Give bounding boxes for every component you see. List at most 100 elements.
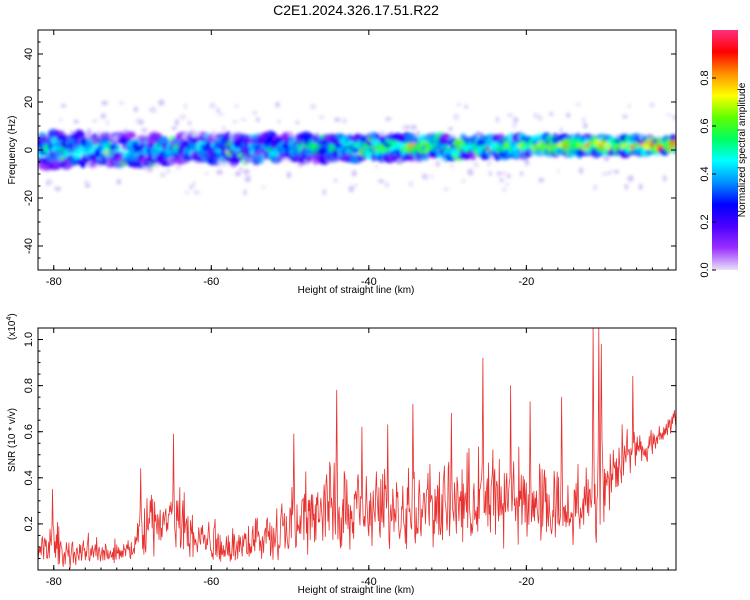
heatmap-cell [54,186,62,192]
heatmap-cell [565,112,571,118]
heatmap-cell [559,127,563,133]
heatmap-cell [209,102,216,109]
heatmap-cell [234,171,241,177]
snr-x-label: Height of straight line (km) [298,585,415,596]
heatmap-cell [318,115,325,120]
heatmap-cell [275,101,280,108]
heatmap-cell [375,164,379,169]
heatmap-cell [448,126,453,132]
heatmap-cell [133,106,138,113]
heatmap-cell [322,189,326,196]
spectrogram-heatmap [38,99,676,196]
heatmap-cell [72,147,81,158]
heatmap-cell [464,104,468,109]
heatmap-cell [582,116,586,124]
snr-ticks: -80 -60 -40 -20 0.2 0.4 0.6 0.8 1.0 [23,328,676,588]
snr-scale-label: (x104) [6,313,18,340]
heatmap-cell [277,119,281,125]
spectrogram-y-label: Frequency (Hz) [7,116,18,185]
heatmap-cell [496,171,501,177]
heatmap-cell [217,112,225,116]
y-tick-label: 0.2 [23,516,35,531]
heatmap-cell [501,187,507,192]
heatmap-cell [486,160,492,167]
x-tick-label: -40 [361,576,377,588]
y-tick-label: 0.4 [23,470,35,485]
colorbar-label: Normalized spectral amplitude [737,82,748,217]
heatmap-cell [524,159,530,166]
heatmap-cell [512,122,517,129]
heatmap-cell [461,178,466,184]
heatmap-cell [244,175,251,183]
heatmap-cell [627,175,634,182]
heatmap-cell [666,113,672,117]
colorbar-tick-label: 0.4 [699,166,711,181]
heatmap-cell [234,104,239,108]
heatmap-cell [408,181,414,187]
colorbar: 0.0 0.2 0.4 0.6 0.8 Normalized spectral ampl… [699,30,748,278]
heatmap-cell [379,130,386,138]
heatmap-cell [341,118,348,124]
heatmap-cell [188,120,192,126]
heatmap-cell [638,183,643,190]
heatmap-cell [592,184,598,191]
snr-plot-area [38,328,676,570]
heatmap-cell [410,124,417,130]
heatmap-cell [537,114,543,122]
heatmap-cell [583,122,588,129]
heatmap-blobs [38,99,676,196]
heatmap-cell [506,113,514,118]
heatmap-cell [499,171,507,176]
heatmap-cell [232,119,238,124]
heatmap-cell [216,107,220,114]
heatmap-cell [193,190,201,195]
heatmap-cell [649,102,655,108]
heatmap-cell [255,117,260,123]
figure-title: C2E1.2024.326.17.51.R22 [273,2,439,18]
heatmap-cell [91,119,98,123]
heatmap-cell [499,178,505,182]
spectrogram-ticks: -80 -60 -40 -20 40 20 0 -20 -40 [23,29,676,288]
heatmap-cell [288,136,295,142]
heatmap-cell [105,119,110,126]
heatmap-cell [452,113,460,121]
snr-series-line [38,328,676,569]
snr-y-label: SNR (10 * v/v) [7,408,18,472]
heatmap-cell [60,103,67,108]
heatmap-cell [609,169,613,174]
heatmap-cell [158,99,165,106]
y-tick-label: 1.0 [23,332,35,347]
heatmap-cell [86,128,92,135]
heatmap-cell [624,183,629,190]
heatmap-cell [159,135,169,144]
heatmap-cell [467,168,474,176]
heatmap-cell [51,159,62,168]
heatmap-cell [224,131,232,140]
heatmap-cell [242,169,250,175]
heatmap-cell [166,168,171,174]
heatmap-cell [183,103,188,110]
spectrogram-x-label: Height of straight line (km) [298,285,415,296]
heatmap-cell [430,174,434,179]
heatmap-cell [488,171,492,176]
heatmap-cell [378,179,385,184]
heatmap-cell [449,164,455,168]
y-tick-label: 40 [23,48,35,60]
heatmap-cell [506,173,511,179]
heatmap-cell [221,125,226,133]
heatmap-cell [286,171,292,179]
y-tick-label: -40 [23,238,35,254]
colorbar-tick-label: 0.8 [699,70,711,85]
heatmap-cell [171,126,177,131]
heatmap-cell [415,130,421,138]
spectrogram-panel: -80 -60 -40 -20 40 20 0 -20 -40 Height of straig… [7,29,677,296]
heatmap-cell [627,103,631,109]
heatmap-cell [505,182,510,187]
heatmap-cell [405,125,411,129]
heatmap-cell [189,185,193,190]
heatmap-cell [238,167,243,172]
heatmap-cell [101,100,108,106]
heatmap-cell [261,185,266,189]
heatmap-cell [575,102,581,107]
heatmap-cell [453,133,457,138]
